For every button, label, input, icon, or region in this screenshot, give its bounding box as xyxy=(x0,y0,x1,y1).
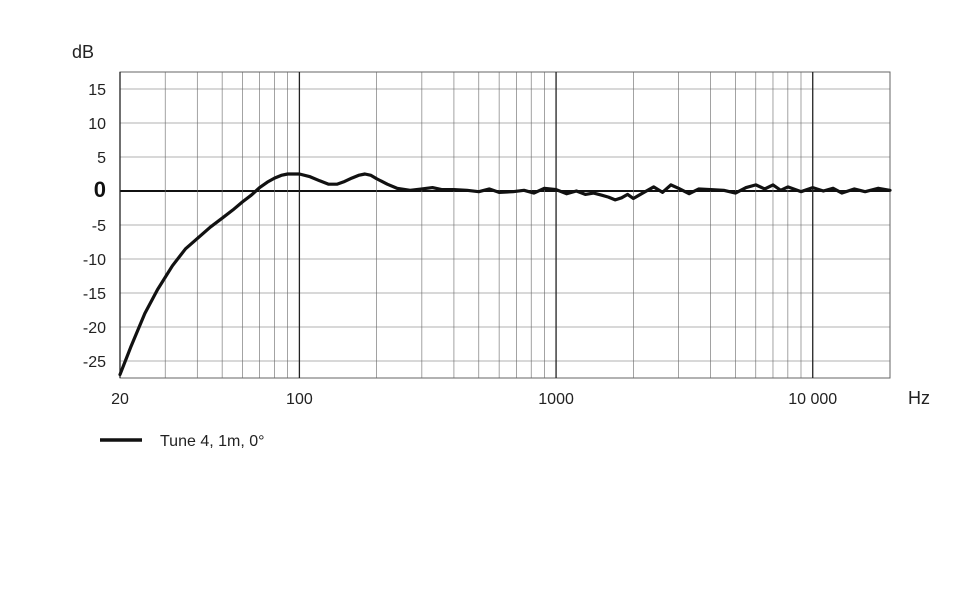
y-tick-label: -5 xyxy=(92,218,106,235)
y-axis-title: dB xyxy=(72,42,94,62)
y-tick-label: 5 xyxy=(97,150,106,167)
chart-bg xyxy=(0,0,960,600)
x-tick-label: 100 xyxy=(286,391,313,408)
y-tick-label: 0 xyxy=(94,177,106,202)
x-tick-label: 10 000 xyxy=(788,391,837,408)
y-tick-label: -15 xyxy=(83,286,106,303)
y-tick-label: -25 xyxy=(83,354,106,371)
y-tick-label: 15 xyxy=(88,82,106,99)
x-tick-label: 20 xyxy=(111,391,129,408)
x-tick-label: 1000 xyxy=(538,391,574,408)
freq-response-chart: 15 10 5 0 -5 -10 -15 -20 -25 20 100 1000 10 000 dB Hz T… xyxy=(0,0,960,600)
x-axis-title: Hz xyxy=(908,388,930,408)
legend-label: Tune 4, 1m, 0° xyxy=(160,433,265,450)
y-tick-label: -20 xyxy=(83,320,106,337)
chart-container: { "chart": { "type": "line", "background… xyxy=(0,0,960,600)
y-tick-label: 10 xyxy=(88,116,106,133)
y-tick-label: -10 xyxy=(83,252,106,269)
legend-swatch xyxy=(100,438,142,442)
